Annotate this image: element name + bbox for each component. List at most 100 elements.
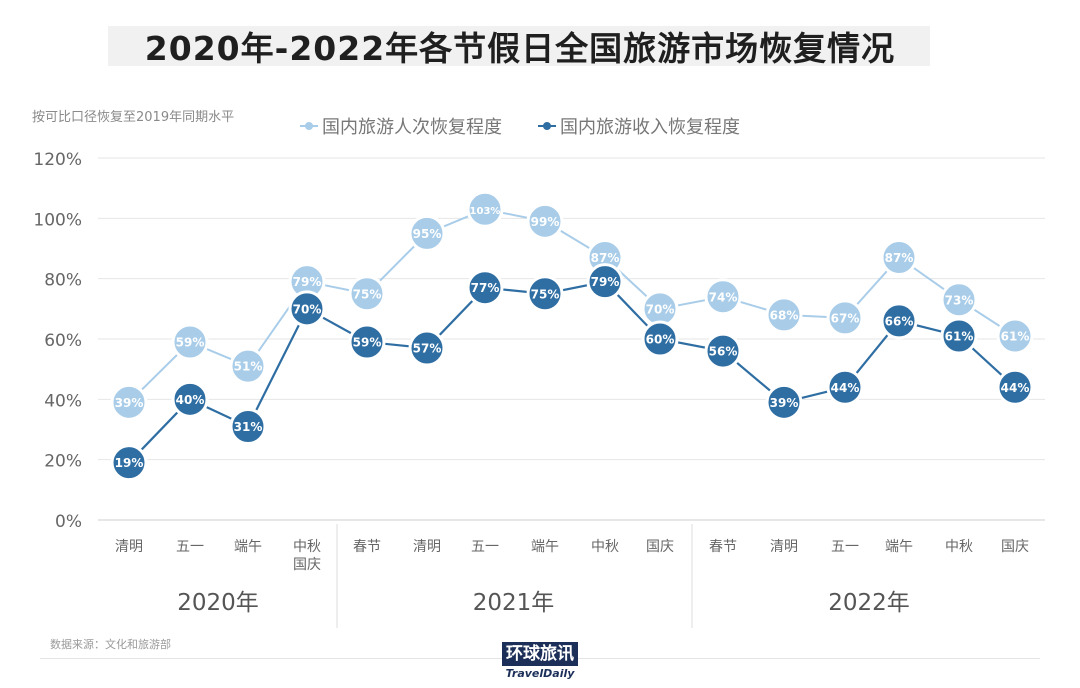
data-label-visitors: 103% <box>470 206 501 217</box>
x-tick-label: 春节 <box>353 539 381 555</box>
y-tick-label: 100% <box>33 210 82 230</box>
title-highlight <box>108 26 930 66</box>
data-label-revenue: 66% <box>885 314 914 328</box>
x-tick-label: 清明 <box>115 539 143 555</box>
x-tick-label: 五一 <box>471 539 499 555</box>
data-label-revenue: 40% <box>176 393 205 407</box>
data-label-revenue: 56% <box>709 345 738 359</box>
point-revenue <box>940 317 978 355</box>
data-label-visitors: 67% <box>831 311 860 325</box>
point-visitors <box>526 202 564 240</box>
y-tick-label: 120% <box>33 150 82 170</box>
point-visitors <box>466 190 504 228</box>
data-label-visitors: 95% <box>413 227 442 241</box>
point-visitors <box>704 278 742 316</box>
traveldaily-logo: 环球旅讯 TravelDaily <box>494 642 586 680</box>
y-tick-label: 60% <box>44 331 82 351</box>
point-revenue <box>586 263 624 301</box>
year-group-label: 2020年 <box>177 590 259 616</box>
legend-label-visitors: 国内旅游人次恢复程度 <box>322 117 502 138</box>
logo-en: TravelDaily <box>505 667 575 680</box>
point-visitors <box>110 383 148 421</box>
data-label-revenue: 60% <box>646 333 675 347</box>
point-visitors <box>996 317 1034 355</box>
point-visitors <box>765 296 803 334</box>
data-label-visitors: 39% <box>115 396 144 410</box>
data-label-revenue: 57% <box>413 342 442 356</box>
data-label-visitors: 87% <box>591 251 620 265</box>
point-revenue <box>996 368 1034 406</box>
legend-marker-light <box>300 120 318 132</box>
chart-subtitle: 按可比口径恢复至2019年同期水平 <box>32 110 235 125</box>
point-revenue <box>348 323 386 361</box>
data-label-visitors: 59% <box>176 336 205 350</box>
data-label-visitors: 68% <box>770 308 799 322</box>
y-tick-label: 20% <box>44 452 82 472</box>
data-label-revenue: 31% <box>234 420 263 434</box>
data-label-revenue: 61% <box>945 329 974 343</box>
data-label-visitors: 99% <box>531 215 560 229</box>
point-revenue <box>288 290 326 328</box>
point-revenue <box>171 380 209 418</box>
x-tick-label: 五一 <box>176 539 204 555</box>
x-tick-label: 端午 <box>885 539 913 555</box>
x-tick-label: 国庆 <box>293 557 321 573</box>
data-source: 数据来源：文化和旅游部 <box>50 638 171 651</box>
x-tick-label: 中秋 <box>945 539 973 555</box>
point-revenue <box>704 332 742 370</box>
legend-item-visitors: 国内旅游人次恢复程度 <box>300 113 502 139</box>
data-label-revenue: 44% <box>831 381 860 395</box>
point-visitors <box>940 281 978 319</box>
point-revenue <box>641 320 679 358</box>
data-label-revenue: 59% <box>353 336 382 350</box>
data-label-revenue: 44% <box>1001 381 1030 395</box>
x-tick-label: 国庆 <box>646 539 674 555</box>
data-label-visitors: 51% <box>234 360 263 374</box>
data-label-visitors: 73% <box>945 293 974 307</box>
data-label-revenue: 39% <box>770 396 799 410</box>
x-tick-label: 春节 <box>709 539 737 555</box>
y-tick-label: 80% <box>44 271 82 291</box>
point-visitors <box>171 323 209 361</box>
x-tick-label: 端午 <box>234 539 262 555</box>
chart-title: 2020年-2022年各节假日全国旅游市场恢复情况 <box>144 29 896 68</box>
legend: 国内旅游人次恢复程度 国内旅游收入恢复程度 <box>300 113 740 139</box>
point-revenue <box>466 269 504 307</box>
point-revenue <box>229 407 267 445</box>
point-revenue <box>880 302 918 340</box>
y-tick-label: 40% <box>44 391 82 411</box>
data-label-visitors: 74% <box>709 290 738 304</box>
data-label-visitors: 61% <box>1001 329 1030 343</box>
legend-item-revenue: 国内旅游收入恢复程度 <box>538 113 740 139</box>
x-tick-label: 端午 <box>531 539 559 555</box>
x-tick-label: 国庆 <box>1001 539 1029 555</box>
series-line-visitors <box>128 208 1016 404</box>
point-revenue <box>526 275 564 313</box>
x-tick-label: 五一 <box>831 539 859 555</box>
x-tick-label: 中秋 <box>293 539 321 555</box>
point-revenue <box>110 444 148 482</box>
point-revenue <box>826 368 864 406</box>
point-visitors <box>880 239 918 277</box>
data-label-visitors: 79% <box>293 275 322 289</box>
point-visitors <box>826 299 864 337</box>
data-label-visitors: 70% <box>646 302 675 316</box>
point-revenue <box>408 329 446 367</box>
legend-marker-dark <box>538 120 556 132</box>
data-label-revenue: 19% <box>115 456 144 470</box>
data-label-revenue: 70% <box>293 302 322 316</box>
x-tick-label: 中秋 <box>591 539 619 555</box>
point-revenue <box>765 383 803 421</box>
data-label-revenue: 75% <box>531 287 560 301</box>
data-label-revenue: 79% <box>591 275 620 289</box>
legend-label-revenue: 国内旅游收入恢复程度 <box>560 117 740 138</box>
data-label-visitors: 75% <box>353 287 382 301</box>
year-group-label: 2021年 <box>473 590 555 616</box>
data-label-visitors: 87% <box>885 251 914 265</box>
data-label-revenue: 77% <box>471 281 500 295</box>
series-line-revenue <box>128 280 1016 464</box>
x-tick-label: 清明 <box>770 539 798 555</box>
y-tick-label: 0% <box>55 512 82 532</box>
point-visitors <box>229 347 267 385</box>
